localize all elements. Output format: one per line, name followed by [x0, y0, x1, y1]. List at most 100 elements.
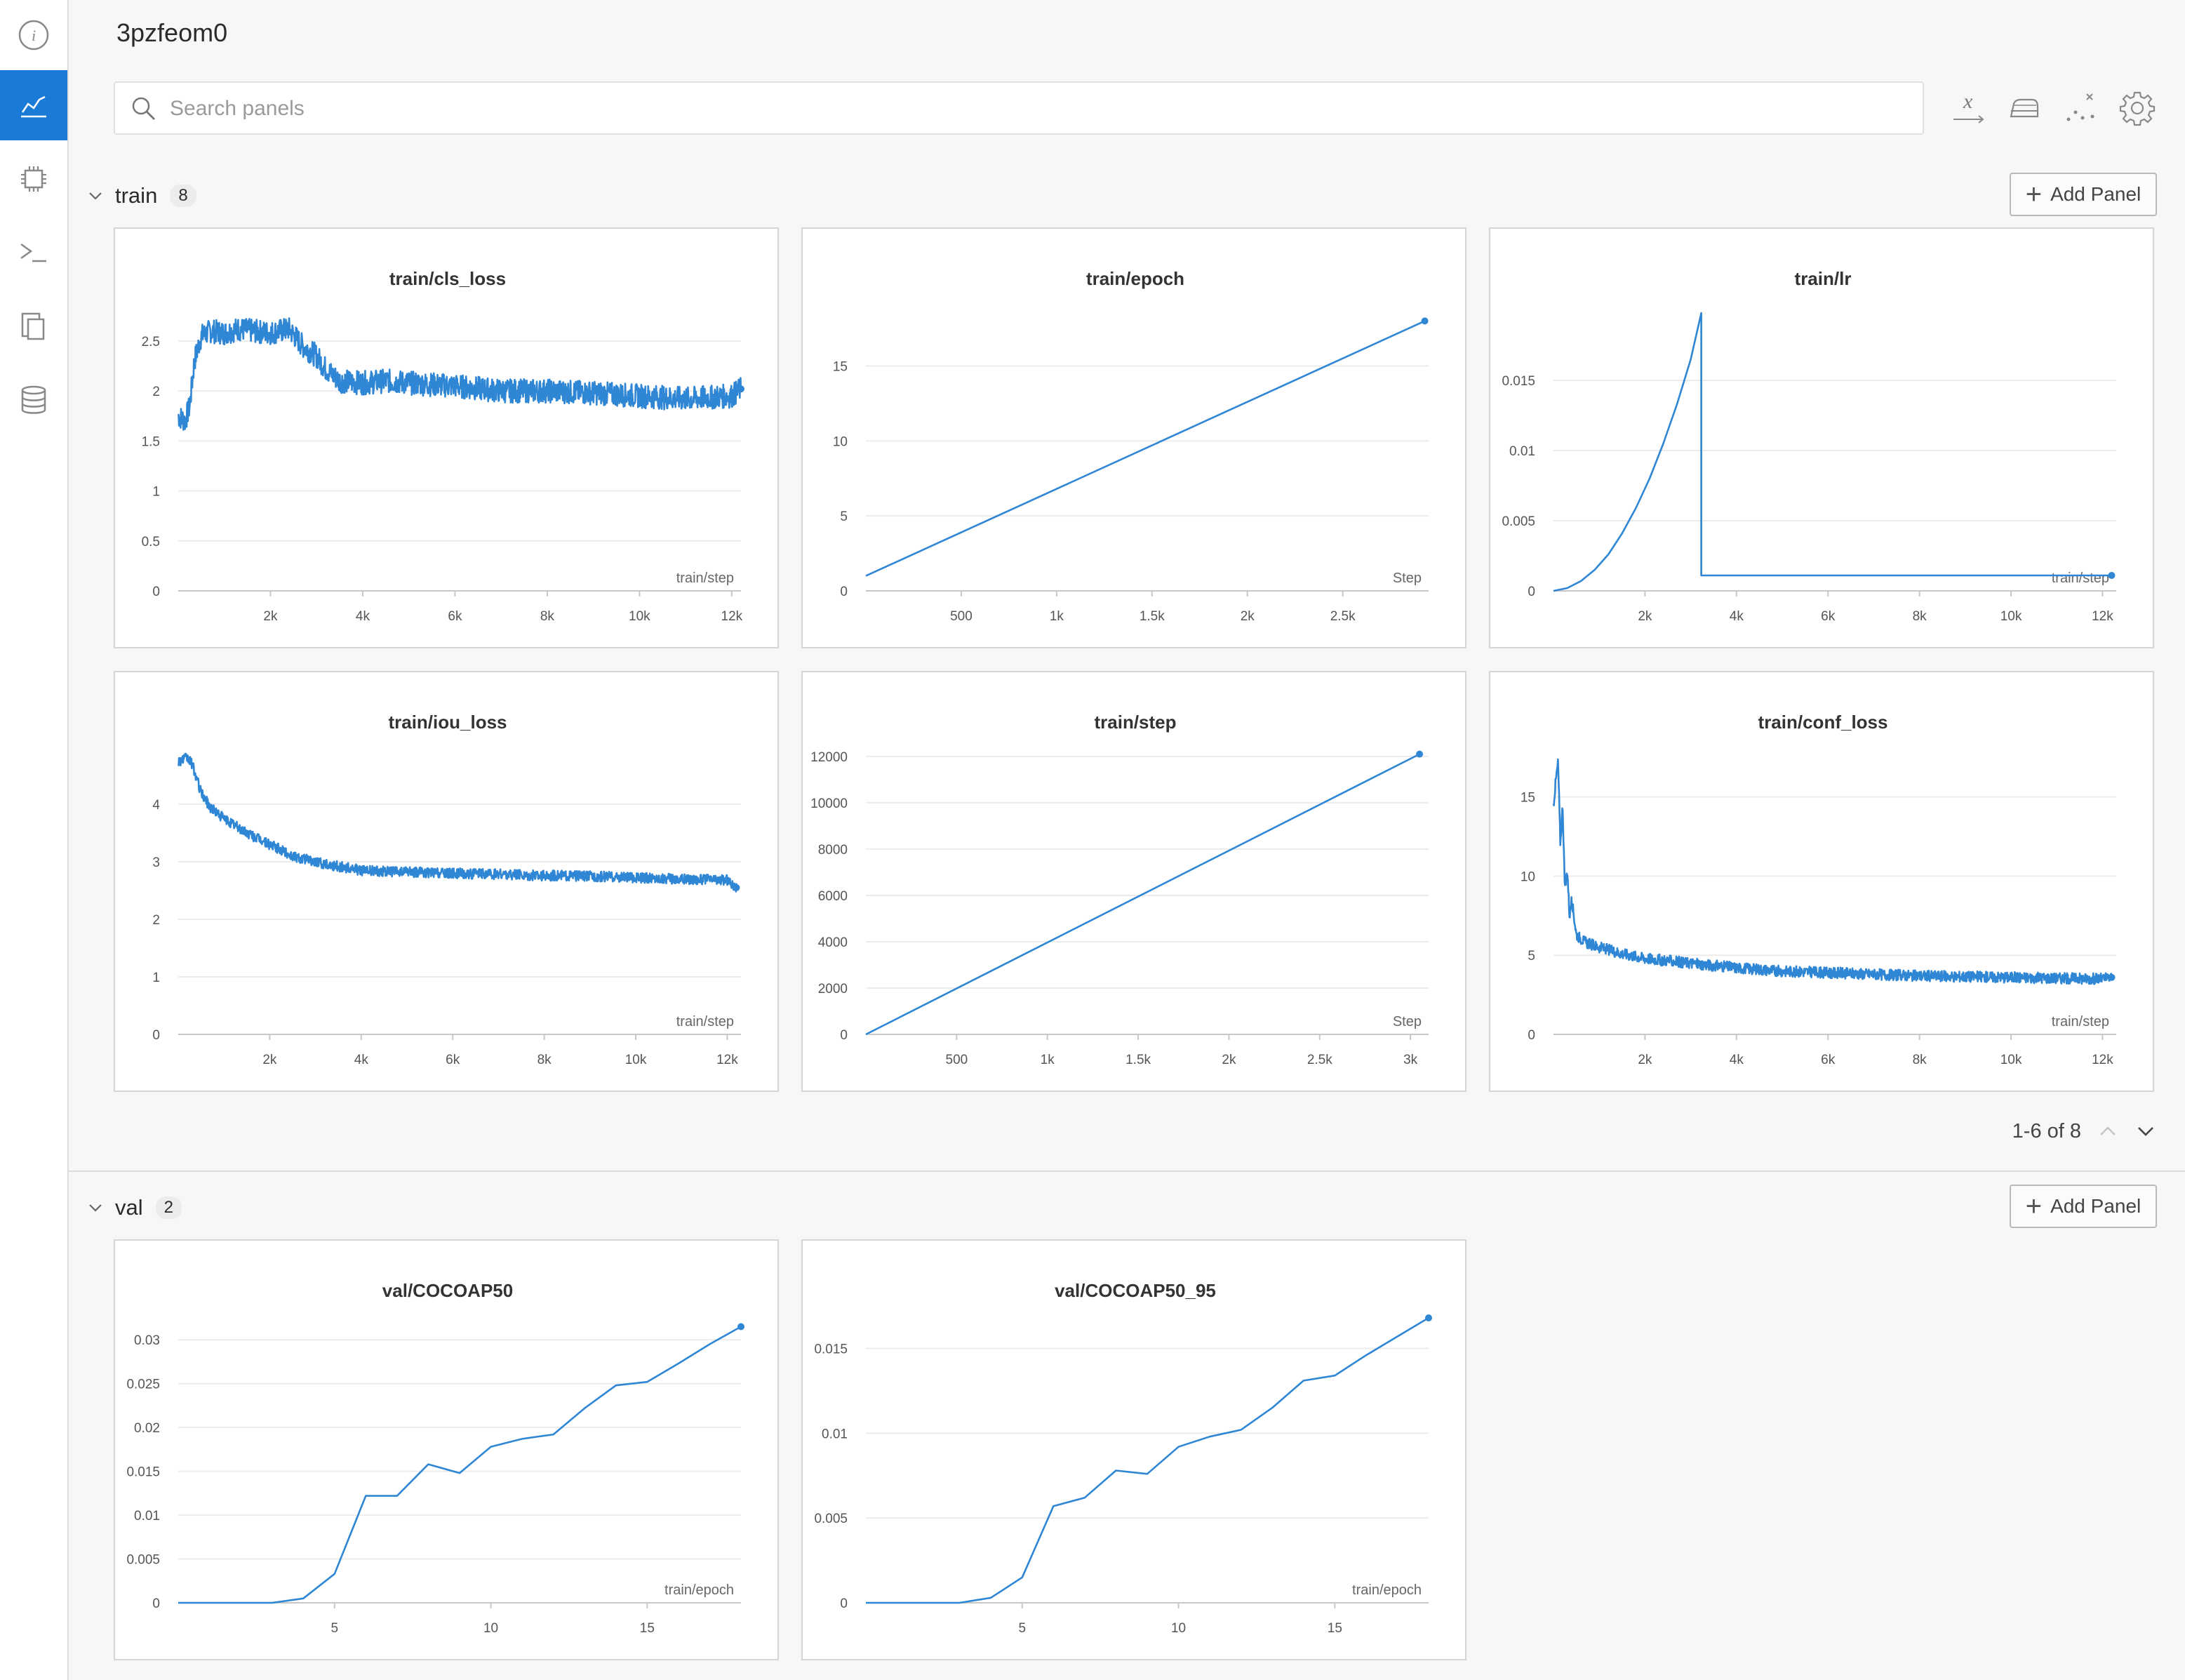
x-tick-label: 10	[1171, 1621, 1186, 1636]
y-tick-label: 0	[152, 585, 160, 599]
x-tick-label: 2.5k	[1330, 609, 1356, 624]
chart-panel-val-cocoap50-95[interactable]: val/COCOAP50_95 0 0.005 0.01 0.015 5 10 15 train…	[801, 1239, 1466, 1660]
y-tick-label: 0.025	[126, 1378, 160, 1392]
y-tick-label: 0.015	[814, 1342, 848, 1357]
x-axis-label: train/epoch	[1352, 1582, 1422, 1598]
x-tick-label: 6k	[446, 1053, 460, 1067]
x-tick-label: 8k	[537, 1053, 552, 1067]
x-tick-label: 6k	[1821, 1053, 1836, 1067]
y-tick-label: 0.005	[814, 1512, 848, 1526]
chart-panel-val-cocoap50[interactable]: val/COCOAP50 0 0.005 0.01 0.015 0.02 0.025 0.03…	[114, 1239, 779, 1660]
artifacts-database-icon	[21, 385, 46, 414]
series-end-point	[1416, 750, 1424, 758]
nav-overview[interactable]: i	[0, 0, 67, 70]
x-axis-label: Step	[1393, 571, 1422, 586]
series-line	[865, 320, 1426, 577]
x-axis-icon[interactable]: x	[1949, 88, 1989, 128]
chevron-up-icon[interactable]	[2097, 1120, 2119, 1142]
section-val-name: val	[115, 1195, 143, 1220]
smoothing-icon[interactable]	[2005, 88, 2045, 128]
search-panels-box[interactable]	[114, 81, 1924, 135]
x-tick-label: 12k	[716, 1053, 738, 1067]
chart-panel-train-lr[interactable]: train/lr 0 0.005 0.01 0.015 2k 4k 6k 8k 10k 12k tra…	[1489, 227, 2154, 648]
chevron-down-icon	[89, 192, 102, 200]
y-tick-label: 10	[833, 434, 848, 449]
x-tick-label: 2k	[1638, 609, 1652, 624]
y-tick-label: 8000	[818, 843, 848, 858]
section-train-count: 8	[170, 185, 196, 207]
series-line	[866, 1316, 1429, 1604]
section-train-header[interactable]: train 8	[86, 178, 196, 213]
x-tick-label: 4k	[354, 1053, 369, 1067]
y-tick-label: 0	[1528, 1028, 1535, 1043]
chevron-down-icon[interactable]	[2134, 1120, 2157, 1142]
chart-panel-train-iou-loss[interactable]: train/iou_loss 0 1 2 3 4 2k 4k 6k 8k 10k 12k train/s…	[114, 671, 779, 1092]
outliers-icon[interactable]	[2062, 88, 2101, 128]
chart-title: val/COCOAP50	[382, 1280, 513, 1301]
search-icon	[132, 97, 155, 120]
x-tick-label: 2k	[1222, 1053, 1236, 1067]
nav-logs[interactable]	[0, 218, 67, 288]
y-tick-label: 1	[152, 971, 160, 985]
series-end-point	[2108, 572, 2116, 579]
y-tick-label: 4	[152, 798, 160, 813]
x-tick-label: 4k	[1730, 1053, 1744, 1067]
y-tick-label: 10000	[810, 796, 848, 811]
y-tick-label: 0.005	[126, 1553, 160, 1568]
x-axis-label: train/step	[676, 571, 734, 586]
nav-system[interactable]	[0, 144, 67, 214]
plus-icon: +	[2025, 179, 2043, 210]
y-tick-label: 2000	[818, 982, 848, 996]
section-val-count: 2	[155, 1196, 182, 1219]
chart-panel-train-cls-loss[interactable]: train/cls_loss 0 0.5 1 1.5 2 2.5 2k 4k 6k 8k 10k 12k…	[114, 227, 779, 648]
pagination-text: 1-6 of 8	[2012, 1119, 2081, 1142]
nav-artifacts[interactable]	[0, 365, 67, 435]
chart-panel-train-step[interactable]: train/step 0 2000 4000 6000 8000 10000 12000 500…	[801, 671, 1466, 1092]
y-tick-label: 0.01	[134, 1509, 160, 1524]
x-tick-label: 8k	[1913, 609, 1927, 624]
y-tick-label: 12000	[810, 750, 848, 765]
val-add-panel-label: Add Panel	[2050, 1195, 2141, 1217]
chart-panel-train-epoch[interactable]: train/epoch 0 5 10 15 500 1k 1.5k 2k 2.5k Step	[801, 227, 1466, 648]
y-tick-label: 0.01	[1509, 444, 1535, 459]
svg-text:x: x	[1963, 90, 1973, 113]
run-title: 3pzfeom0	[116, 18, 228, 47]
series-line	[1552, 758, 2113, 985]
x-tick-label: 500	[950, 609, 973, 624]
y-tick-label: 3	[152, 855, 160, 870]
y-tick-label: 6000	[818, 889, 848, 904]
x-tick-label: 2.5k	[1307, 1053, 1332, 1067]
x-axis-label: train/step	[2052, 1014, 2109, 1029]
x-tick-label: 10k	[2000, 609, 2022, 624]
series-end-point	[1421, 317, 1429, 325]
system-chip-icon	[21, 166, 46, 192]
y-tick-label: 2.5	[142, 335, 160, 349]
y-tick-label: 0	[152, 1596, 160, 1611]
nav-files[interactable]	[0, 291, 67, 361]
y-tick-label: 10	[1521, 869, 1535, 884]
chart-title: train/epoch	[1086, 268, 1184, 289]
main-content: 3pzfeom0 x train 8 + Add Panel	[69, 0, 2185, 1680]
y-tick-label: 0.01	[822, 1427, 848, 1441]
x-axis-label: Step	[1393, 1014, 1422, 1029]
y-tick-label: 0.02	[134, 1421, 160, 1436]
chart-panel-train-conf-loss[interactable]: train/conf_loss 0 5 10 15 2k 4k 6k 8k 10k 12k train…	[1489, 671, 2154, 1092]
search-input[interactable]	[168, 90, 1911, 128]
val-add-panel-button[interactable]: + Add Panel	[2010, 1185, 2157, 1228]
y-tick-label: 2	[152, 913, 160, 928]
y-tick-label: 2	[152, 385, 160, 399]
x-tick-label: 1.5k	[1140, 609, 1165, 624]
settings-gear-icon[interactable]	[2118, 88, 2157, 128]
y-tick-label: 4000	[818, 935, 848, 950]
y-tick-label: 5	[1528, 949, 1535, 964]
section-val-header[interactable]: val 2	[86, 1190, 182, 1225]
series-end-point	[733, 884, 740, 891]
chart-title: train/step	[1094, 712, 1176, 733]
train-add-panel-button[interactable]: + Add Panel	[2010, 173, 2157, 216]
y-tick-label: 0	[152, 1028, 160, 1043]
x-tick-label: 8k	[1913, 1053, 1927, 1067]
series-end-point	[737, 385, 744, 393]
nav-charts[interactable]	[0, 70, 67, 140]
terminal-icon	[20, 243, 46, 262]
info-icon: i	[18, 20, 49, 51]
